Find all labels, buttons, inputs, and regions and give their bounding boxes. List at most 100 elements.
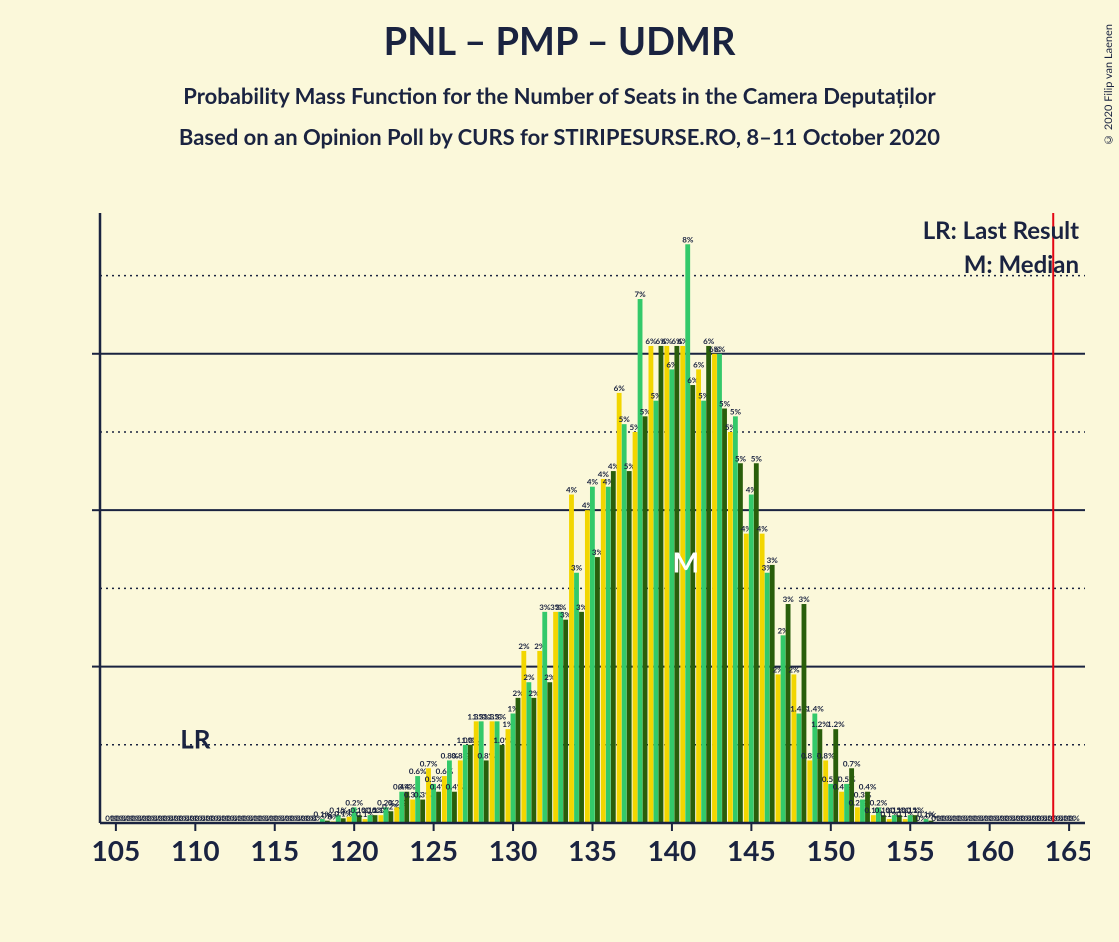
bar	[410, 800, 415, 823]
bar	[537, 651, 542, 823]
bar	[760, 534, 765, 823]
bar	[781, 635, 786, 823]
bar	[770, 565, 775, 823]
x-tick-label: 130	[489, 833, 538, 867]
bar	[388, 811, 393, 823]
bar-value-label: 0%	[1069, 813, 1081, 823]
bar-value-label: 3%	[798, 594, 810, 604]
bar	[436, 792, 441, 823]
bar	[420, 800, 425, 823]
bar-value-label: 0.4%	[859, 782, 877, 792]
bar	[733, 416, 738, 823]
bar	[754, 463, 759, 823]
x-tick-label: 110	[171, 833, 220, 867]
bar	[855, 807, 860, 823]
bar	[839, 792, 844, 823]
bar	[674, 346, 679, 823]
x-tick-label: 140	[648, 833, 697, 867]
bar-value-label: 4%	[757, 524, 769, 534]
bar	[765, 573, 770, 823]
bar	[812, 714, 817, 823]
bar	[791, 674, 796, 823]
bar	[654, 401, 659, 823]
bar	[669, 369, 674, 823]
bar	[749, 495, 754, 823]
bar	[463, 745, 468, 823]
bar	[526, 682, 531, 823]
chart-subtitle-1: Probability Mass Function for the Number…	[0, 82, 1119, 109]
bar	[722, 409, 727, 823]
x-tick-label: 115	[250, 833, 299, 867]
bar	[585, 510, 590, 823]
bar	[638, 299, 643, 823]
bar-value-label: 6%	[714, 344, 726, 354]
chart-svg: 2%4%6%0%0%0%0%0%0%0%0%0%0%0%0%0%0%0%0%0%…	[90, 213, 1090, 868]
bar	[611, 471, 616, 823]
bar-value-label: 2%	[788, 664, 800, 674]
bar	[531, 698, 536, 823]
bar	[728, 432, 733, 823]
bar	[479, 721, 484, 823]
bar	[606, 487, 611, 823]
bar	[474, 721, 479, 823]
bar	[633, 432, 638, 823]
bar	[579, 612, 584, 823]
bar-value-label: 5%	[735, 453, 747, 463]
bar-value-label: 1.2%	[827, 719, 845, 729]
bar	[696, 369, 701, 823]
legend-median: M: Median	[964, 250, 1079, 279]
bar	[569, 495, 574, 823]
bar	[680, 346, 685, 823]
x-tick-label: 165	[1045, 833, 1090, 867]
bar-value-label: 2%	[523, 672, 535, 682]
x-tick-label: 145	[727, 833, 776, 867]
bar	[706, 346, 711, 823]
x-tick-label: 135	[568, 833, 617, 867]
bar	[500, 745, 505, 823]
bar	[690, 385, 695, 823]
bar	[823, 760, 828, 823]
x-tick-label: 125	[409, 833, 458, 867]
bar	[590, 487, 595, 823]
bar	[484, 760, 489, 823]
bar	[542, 612, 547, 823]
bar	[553, 612, 558, 823]
x-tick-label: 120	[330, 833, 379, 867]
bar	[506, 729, 511, 823]
bar	[452, 792, 457, 823]
bar-value-label: 4%	[566, 485, 578, 495]
bar	[712, 354, 717, 823]
lr-marker-label: LR	[180, 723, 211, 755]
bar-value-label: 6%	[614, 383, 626, 393]
chart-title: PNL – PMP – UDMR	[0, 18, 1119, 64]
bar	[622, 424, 627, 823]
x-tick-label: 105	[92, 833, 141, 867]
bar-value-label: 6%	[693, 359, 705, 369]
bar	[516, 698, 521, 823]
bar-value-label: 3%	[571, 563, 583, 573]
bar	[717, 354, 722, 823]
bar-value-label: 8%	[682, 234, 694, 244]
bar	[685, 244, 690, 823]
copyright-text: © 2020 Filip van Laenen	[1102, 24, 1115, 146]
x-tick-label: 155	[886, 833, 935, 867]
bar	[738, 463, 743, 823]
bar	[643, 416, 648, 823]
bar	[807, 760, 812, 823]
bar	[617, 393, 622, 823]
bar	[394, 807, 399, 823]
bar	[797, 714, 802, 823]
x-tick-label: 160	[965, 833, 1014, 867]
bar	[776, 674, 781, 823]
bar-value-label: 1.4%	[806, 704, 824, 714]
bar	[627, 471, 632, 823]
bar	[649, 346, 654, 823]
bar	[563, 620, 568, 823]
bar-value-label: 5%	[730, 406, 742, 416]
bar-value-label: 2%	[518, 641, 530, 651]
bar-value-label: 3%	[767, 555, 779, 565]
bar	[601, 479, 606, 823]
bar	[701, 401, 706, 823]
bar	[511, 714, 516, 823]
bar-value-label: 7%	[635, 289, 647, 299]
